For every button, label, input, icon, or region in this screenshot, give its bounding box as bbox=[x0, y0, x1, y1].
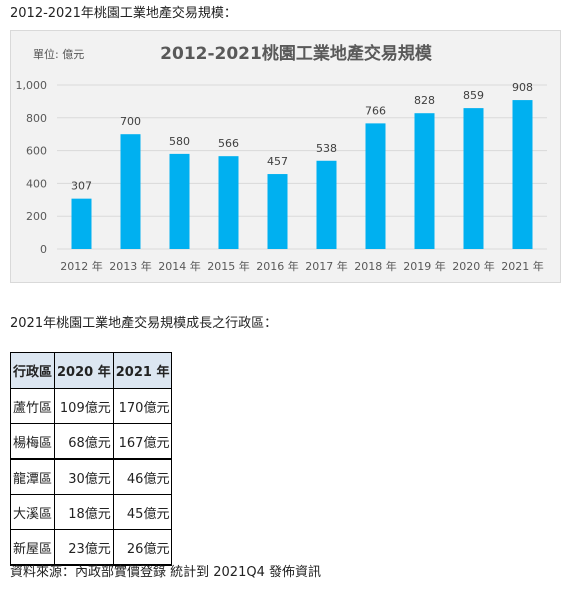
value-2021: 45億元 bbox=[112, 494, 173, 530]
data-label: 566 bbox=[218, 137, 239, 150]
district-name: 大溪區 bbox=[9, 494, 56, 530]
value-2021: 167億元 bbox=[112, 423, 173, 460]
district-growth-table: 行政區 2020 年 2021 年 蘆竹區 109億元 170億元 楊梅區 68… bbox=[9, 352, 173, 566]
data-label: 700 bbox=[120, 115, 141, 128]
header-2021: 2021 年 bbox=[112, 352, 173, 389]
table-row: 新屋區 23億元 26億元 bbox=[9, 529, 173, 566]
bar-3 bbox=[169, 153, 190, 249]
data-label: 766 bbox=[365, 104, 386, 117]
header-district: 行政區 bbox=[9, 352, 56, 389]
table-row: 蘆竹區 109億元 170億元 bbox=[9, 388, 173, 424]
data-label: 580 bbox=[169, 135, 190, 148]
value-2020: 68億元 bbox=[54, 423, 114, 460]
district-name: 楊梅區 bbox=[9, 423, 56, 460]
x-tick-label: 2021 年 bbox=[501, 259, 544, 273]
y-tick-label: 800 bbox=[26, 112, 47, 125]
x-tick-label: 2018 年 bbox=[354, 259, 397, 273]
data-label: 828 bbox=[414, 94, 435, 107]
value-2020: 23億元 bbox=[54, 529, 114, 566]
bar-5 bbox=[267, 174, 288, 249]
source-note: 資料來源：內政部實價登錄 統計到 2021Q4 發佈資訊 bbox=[10, 565, 321, 580]
chart-unit-label: 單位: 億元 bbox=[33, 47, 84, 61]
table-row: 楊梅區 68億元 167億元 bbox=[9, 423, 173, 460]
bar-4 bbox=[218, 156, 239, 249]
data-label: 859 bbox=[463, 89, 484, 102]
district-name: 蘆竹區 bbox=[9, 388, 56, 424]
x-tick-label: 2015 年 bbox=[207, 259, 250, 273]
y-tick-label: 0 bbox=[40, 243, 47, 256]
data-label: 307 bbox=[71, 180, 92, 193]
value-2020: 18億元 bbox=[54, 494, 114, 530]
y-tick-label: 1,000 bbox=[16, 79, 48, 92]
x-tick-label: 2017 年 bbox=[305, 259, 348, 273]
bar-chart: 單位: 億元 2012-2021桃園工業地產交易規模 0 200 400 600 800… bbox=[10, 30, 561, 283]
table-row: 大溪區 18億元 45億元 bbox=[9, 494, 173, 530]
bar-6 bbox=[316, 160, 337, 249]
bar-8 bbox=[414, 113, 435, 249]
y-tick-label: 200 bbox=[26, 210, 47, 223]
data-label: 457 bbox=[267, 155, 288, 168]
x-tick-label: 2020 年 bbox=[452, 259, 495, 273]
bar-7 bbox=[365, 123, 386, 249]
y-tick-label: 600 bbox=[26, 145, 47, 158]
x-tick-label: 2014 年 bbox=[158, 259, 201, 273]
bar-9 bbox=[463, 108, 484, 250]
x-tick-label: 2013 年 bbox=[109, 259, 152, 273]
value-2021: 26億元 bbox=[112, 529, 173, 566]
table-row: 龍潭區 30億元 46億元 bbox=[9, 458, 173, 495]
table-heading: 2021年桃園工業地產交易規模成長之行政區： bbox=[10, 316, 278, 331]
district-name: 新屋區 bbox=[9, 529, 56, 566]
chart-title: 2012-2021桃園工業地產交易規模 bbox=[160, 43, 433, 64]
district-name: 龍潭區 bbox=[9, 458, 56, 495]
data-label: 538 bbox=[316, 142, 337, 155]
data-label: 908 bbox=[512, 81, 533, 94]
chart-data-labels: 307 700 580 566 457 538 766 828 859 908 bbox=[71, 81, 533, 193]
header-2020: 2020 年 bbox=[54, 352, 114, 389]
chart-heading: 2012-2021年桃園工業地產交易規模： bbox=[10, 6, 237, 21]
x-tick-label: 2019 年 bbox=[403, 259, 446, 273]
bar-1 bbox=[71, 198, 92, 249]
table-header-row: 行政區 2020 年 2021 年 bbox=[9, 352, 173, 389]
x-tick-label: 2012 年 bbox=[60, 259, 103, 273]
x-tick-label: 2016 年 bbox=[256, 259, 299, 273]
value-2020: 109億元 bbox=[54, 388, 114, 424]
bar-10 bbox=[512, 100, 533, 249]
value-2021: 170億元 bbox=[112, 388, 173, 424]
value-2020: 30億元 bbox=[54, 458, 114, 495]
value-2021: 46億元 bbox=[112, 458, 173, 495]
y-tick-label: 400 bbox=[26, 177, 47, 190]
chart-x-axis: 2012 年 2013 年 2014 年 2015 年 2016 年 2017 年 2018… bbox=[60, 259, 544, 273]
chart-y-axis: 0 200 400 600 800 1,000 bbox=[16, 79, 48, 256]
chart-canvas: 單位: 億元 2012-2021桃園工業地產交易規模 0 200 400 600 800… bbox=[16, 43, 547, 273]
chart-bars bbox=[71, 100, 533, 250]
bar-2 bbox=[120, 134, 141, 249]
